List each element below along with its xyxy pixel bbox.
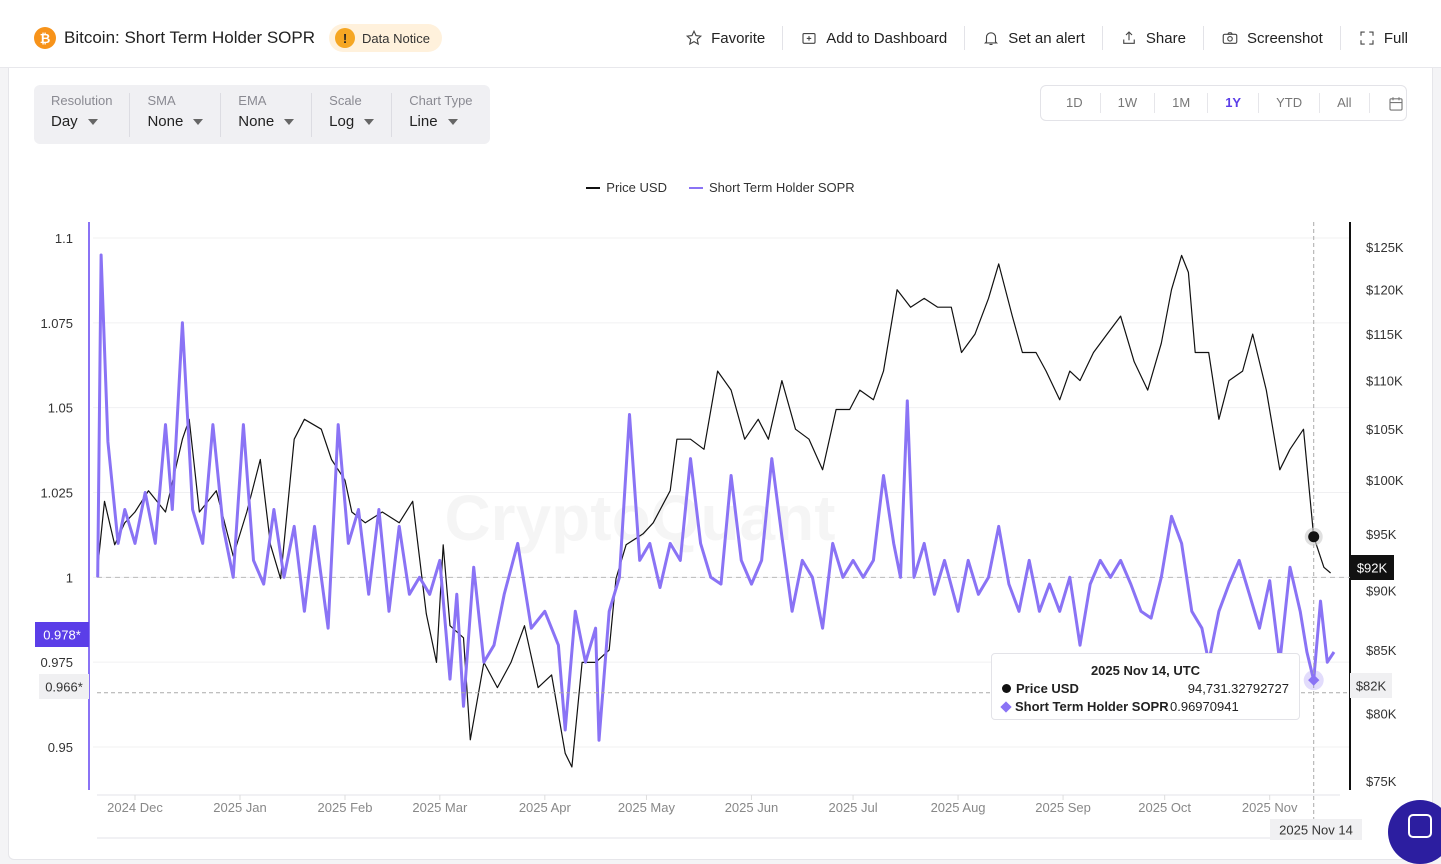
price-last-badge: $92K (1357, 561, 1388, 576)
x-tick-label: 2025 Jul (828, 800, 877, 815)
price-dot-icon (1002, 684, 1011, 693)
y-right-tick-label: $90K (1366, 583, 1397, 598)
sopr-last-badge: 0.978* (43, 628, 81, 643)
y-right-tick-label: $125K (1366, 240, 1404, 255)
x-tick-label: 2025 Oct (1138, 800, 1191, 815)
tooltip-sopr-label: Short Term Holder SOPR (1015, 699, 1169, 714)
crosshair-left-badge: 0.966* (45, 680, 83, 695)
x-tick-label: 2024 Dec (107, 800, 163, 815)
x-tick-label: 2025 Aug (931, 800, 986, 815)
y-right-tick-label: $85K (1366, 643, 1397, 658)
y-right-tick-label: $100K (1366, 473, 1404, 488)
x-tick-label: 2025 Apr (519, 800, 572, 815)
x-tick-label: 2025 Jun (725, 800, 779, 815)
x-tick-label: 2025 Nov (1242, 800, 1298, 815)
x-tick-label: 2025 Jan (213, 800, 267, 815)
y-left-tick-label: 0.975 (40, 655, 73, 670)
y-right-tick-label: $115K (1366, 327, 1403, 342)
y-right-tick-label: $95K (1366, 527, 1397, 542)
crosshair-x-badge: 2025 Nov 14 (1279, 823, 1353, 838)
y-left-tick-label: 1 (66, 570, 73, 585)
chart-tooltip: 2025 Nov 14, UTC Price USD 94,731.3279272… (991, 653, 1300, 720)
y-right-tick-label: $110K (1366, 374, 1403, 389)
y-right-tick-label: $120K (1366, 283, 1404, 298)
y-left-tick-label: 1.05 (48, 401, 73, 416)
y-left-tick-label: 1.025 (40, 486, 73, 501)
y-left-tick-label: 1.1 (55, 231, 73, 246)
x-tick-label: 2025 Sep (1035, 800, 1091, 815)
tooltip-sopr-value: 0.96970941 (1170, 699, 1239, 714)
tooltip-price-label: Price USD (1016, 681, 1079, 696)
tooltip-price-value: 94,731.32792727 (1169, 681, 1289, 696)
y-left-tick-label: 1.075 (40, 316, 73, 331)
crosshair-right-badge: $82K (1356, 679, 1387, 694)
x-tick-label: 2025 Feb (318, 800, 373, 815)
y-right-tick-label: $80K (1366, 706, 1397, 721)
x-tick-label: 2025 May (618, 800, 676, 815)
tooltip-title: 2025 Nov 14, UTC (1002, 663, 1289, 678)
y-left-tick-label: 0.95 (48, 740, 73, 755)
price-marker (1308, 531, 1319, 542)
y-right-tick-label: $105K (1366, 422, 1404, 437)
y-right-tick-label: $75K (1366, 774, 1397, 789)
sopr-diamond-icon (1000, 701, 1011, 712)
x-tick-label: 2025 Mar (412, 800, 468, 815)
